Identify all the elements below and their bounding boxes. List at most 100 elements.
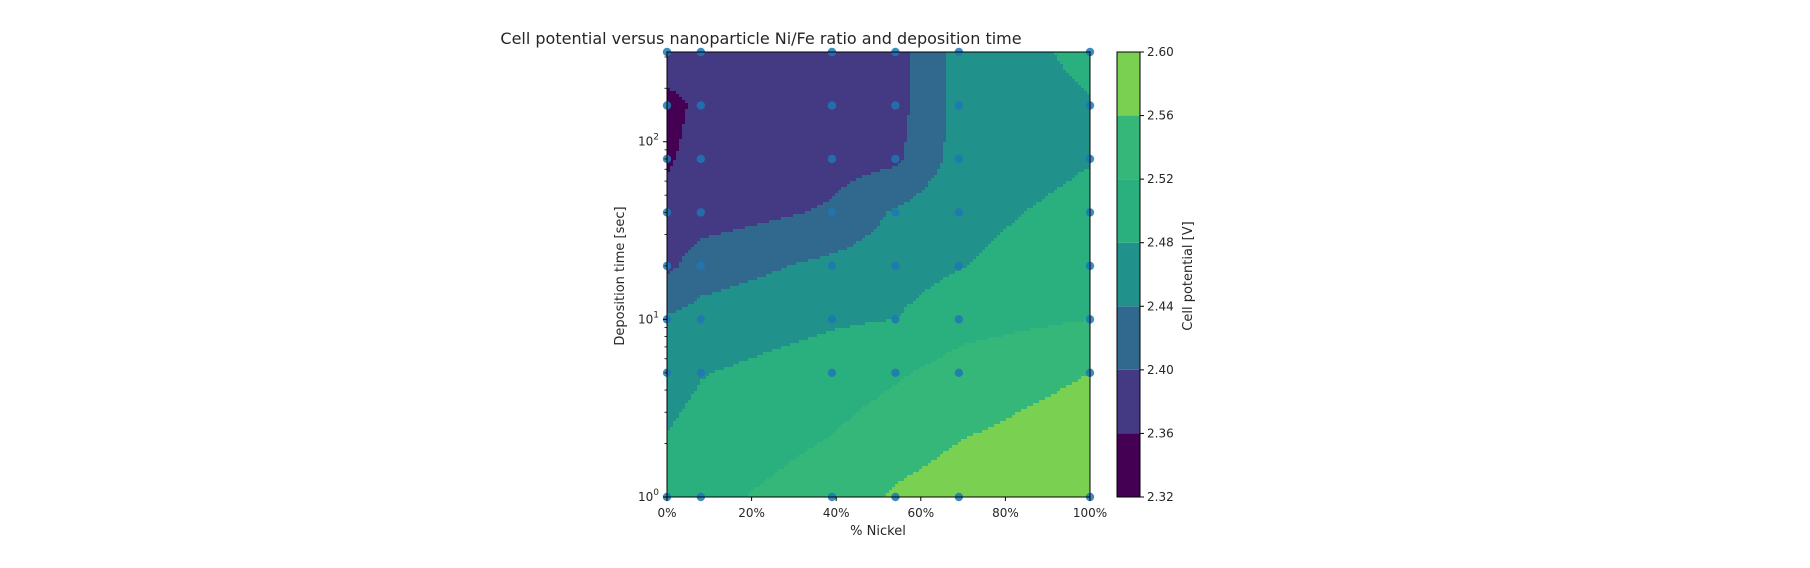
- contour-cell: [853, 58, 857, 62]
- contour-cell: [916, 52, 920, 56]
- contour-cell: [670, 61, 674, 65]
- contour-cell: [1000, 61, 1004, 65]
- contour-cell: [886, 55, 890, 59]
- contour-cell: [679, 55, 683, 59]
- contour-cell: [1048, 52, 1052, 56]
- contour-cell: [949, 67, 953, 71]
- contour-cell: [919, 55, 923, 59]
- contour-cell: [871, 52, 875, 56]
- contour-cell: [1060, 67, 1064, 71]
- contour-cell: [916, 58, 920, 62]
- contour-cell: [703, 67, 707, 71]
- contour-cell: [1084, 67, 1088, 71]
- contour-cell: [982, 64, 986, 68]
- contour-cell: [883, 64, 887, 68]
- contour-cell: [985, 67, 989, 71]
- contour-cell: [715, 52, 719, 56]
- contour-cell: [802, 58, 806, 62]
- contour-cell: [961, 67, 965, 71]
- contour-cell: [1075, 67, 1079, 71]
- contour-cell: [865, 52, 869, 56]
- contour-cell: [667, 64, 671, 68]
- contour-cell: [934, 52, 938, 56]
- contour-cell: [1012, 67, 1016, 71]
- contour-cell: [1069, 67, 1073, 71]
- contour-cell: [868, 52, 872, 56]
- contour-cell: [970, 55, 974, 59]
- contour-cell: [757, 52, 761, 56]
- contour-cell: [880, 64, 884, 68]
- contour-cell: [733, 55, 737, 59]
- contour-cell: [1027, 52, 1031, 56]
- contour-cell: [739, 55, 743, 59]
- contour-cell: [919, 58, 923, 62]
- contour-cell: [913, 52, 917, 56]
- contour-cell: [781, 61, 785, 65]
- contour-cell: [988, 67, 992, 71]
- contour-cell: [1018, 64, 1022, 68]
- contour-cell: [1006, 64, 1010, 68]
- contour-cell: [961, 52, 965, 56]
- contour-cell: [712, 52, 716, 56]
- contour-cell: [778, 58, 782, 62]
- contour-cell: [928, 52, 932, 56]
- contour-cell: [748, 67, 752, 71]
- contour-cell: [826, 64, 830, 68]
- contour-cell: [907, 58, 911, 62]
- contour-cell: [688, 70, 692, 74]
- contour-cell: [682, 55, 686, 59]
- contour-cell: [757, 64, 761, 68]
- contour-cell: [682, 64, 686, 68]
- contour-cell: [850, 67, 854, 71]
- contour-cell: [1009, 61, 1013, 65]
- contour-cell: [874, 58, 878, 62]
- contour-cell: [688, 55, 692, 59]
- contour-cell: [718, 64, 722, 68]
- contour-cell: [871, 64, 875, 68]
- contour-cell: [1048, 67, 1052, 71]
- contour-cell: [772, 67, 776, 71]
- contour-cell: [913, 58, 917, 62]
- contour-cell: [757, 58, 761, 62]
- contour-cell: [766, 58, 770, 62]
- contour-cell: [676, 52, 680, 56]
- contour-cell: [1015, 67, 1019, 71]
- contour-cell: [1021, 58, 1025, 62]
- contour-cell: [754, 67, 758, 71]
- contour-cell: [964, 61, 968, 65]
- contour-cell: [784, 52, 788, 56]
- contour-cell: [994, 58, 998, 62]
- contour-cell: [1069, 55, 1073, 59]
- contour-cell: [694, 52, 698, 56]
- contour-cell: [970, 64, 974, 68]
- contour-cell: [796, 67, 800, 71]
- contour-cell: [1060, 64, 1064, 68]
- contour-cell: [1024, 52, 1028, 56]
- contour-cell: [784, 58, 788, 62]
- contour-cell: [865, 55, 869, 59]
- contour-cell: [943, 64, 947, 68]
- contour-cell: [688, 64, 692, 68]
- contour-cell: [1045, 55, 1049, 59]
- contour-cell: [769, 64, 773, 68]
- contour-cell: [730, 64, 734, 68]
- contour-cell: [958, 55, 962, 59]
- chart-title: Cell potential versus nanoparticle Ni/Fe…: [500, 29, 1021, 48]
- contour-cell: [733, 61, 737, 65]
- contour-cell: [748, 61, 752, 65]
- contour-cell: [886, 64, 890, 68]
- contour-cell: [847, 52, 851, 56]
- contour-cell: [1078, 52, 1082, 56]
- contour-cell: [1045, 64, 1049, 68]
- contour-cell: [778, 55, 782, 59]
- contour-cell: [787, 64, 791, 68]
- contour-cell: [676, 67, 680, 71]
- contour-cell: [697, 58, 701, 62]
- contour-cell: [802, 52, 806, 56]
- contour-cell: [862, 67, 866, 71]
- contour-cell: [1066, 67, 1070, 71]
- contour-cell: [829, 55, 833, 59]
- contour-cell: [997, 52, 1001, 56]
- contour-cell: [685, 58, 689, 62]
- contour-cell: [976, 55, 980, 59]
